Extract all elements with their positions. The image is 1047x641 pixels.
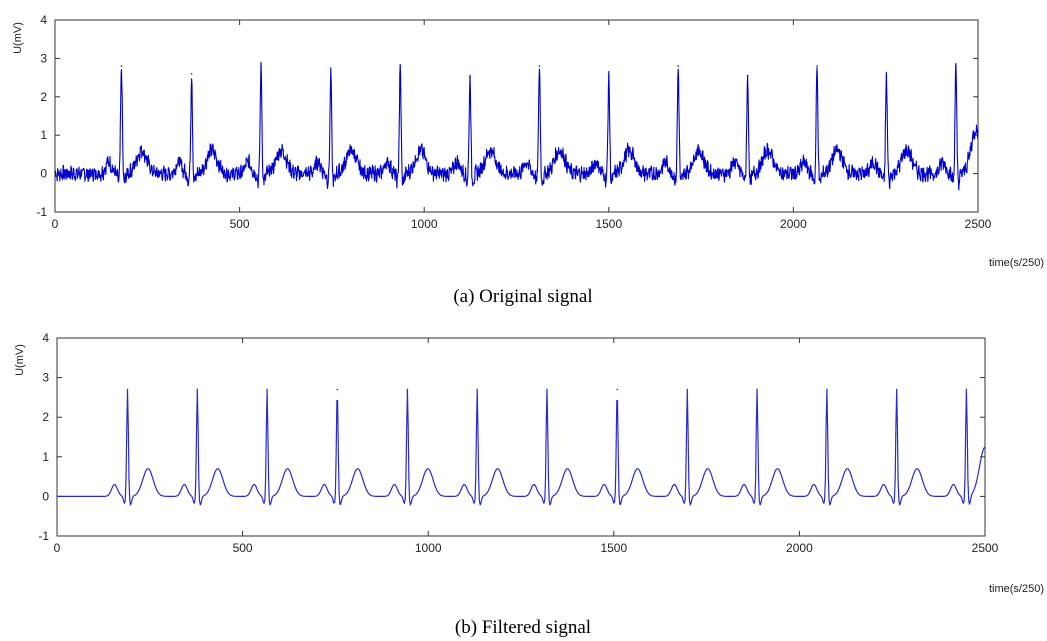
r-peak-point [895,388,898,391]
y-tick-label: 1 [40,128,47,142]
r-peak-point [120,65,123,67]
r-peak-point [965,388,968,391]
r-peak-point [399,65,402,67]
r-peak-point [955,65,957,67]
x-tick-label: 1500 [595,217,622,231]
r-peak-point [469,76,471,79]
plot-frame [56,337,986,537]
r-peak-point [260,65,262,67]
x-tick-label: 2000 [780,217,807,231]
y-tick-label: 0 [40,167,47,181]
figure-caption: (a) Original signal [453,286,592,307]
x-tick-label: 2000 [786,541,813,555]
x-tick-label: 1000 [415,541,442,555]
r-peak-point [608,74,610,77]
x-tick-label: 0 [52,217,59,231]
r-peak-point [196,388,199,391]
r-peak-point [746,74,749,77]
y-tick-label: -1 [38,529,49,543]
y-tick-label: 1 [42,450,49,464]
r-peak-point [677,65,680,67]
y-tick-label: 2 [42,410,49,424]
x-tick-label: 500 [233,541,253,555]
y-tick-label: 4 [40,13,47,27]
x-tick-label: 2500 [972,541,999,555]
figure-caption: (b) Filtered signal [455,617,591,638]
x-tick-label: 1000 [411,217,438,231]
y-tick-label: -1 [36,205,47,219]
r-peak-point [336,388,339,391]
chart-panel-original: -1 0 1 2 3 4 0 500 1000 1500 2000 2500 U(mV) time(s/2… [12,13,1044,307]
y-tick-label: 2 [40,90,47,104]
r-peak-point [686,388,689,391]
r-peak-point [756,388,758,391]
r-peak-point [885,74,888,77]
x-tick-label: 1500 [600,541,627,555]
x-tick-label: 500 [230,217,250,231]
plot-frame [54,19,979,213]
chart-panel-filtered: -1 0 1 2 3 4 0 500 1000 1500 2000 2500 U(mV) time(s/2… [14,331,1044,638]
x-axis-label: time(s/250) [989,257,1044,269]
y-tick-label: 3 [40,51,47,65]
ecg-series-line [57,389,986,506]
r-peak-point [126,388,129,391]
x-tick-label: 0 [54,541,61,555]
r-peak-point [329,72,332,75]
r-peak-point [546,388,548,391]
y-tick-label: 4 [42,331,49,345]
r-peak-point [616,388,618,391]
r-peak-point [816,65,818,67]
y-tick-label: 0 [42,489,49,503]
y-axis-label: U(mV) [12,22,24,54]
r-peak-point [476,388,478,391]
r-peak-point [406,388,409,391]
ecg-series-line [54,61,979,191]
r-peak-point [826,388,828,391]
x-axis-label: time(s/250) [989,583,1044,595]
y-axis-label: U(mV) [14,344,26,376]
r-peak-point [266,388,268,391]
x-tick-label: 2500 [965,217,992,231]
r-peak-point [190,72,193,75]
y-tick-label: 3 [42,371,49,385]
r-peak-point [538,65,541,67]
